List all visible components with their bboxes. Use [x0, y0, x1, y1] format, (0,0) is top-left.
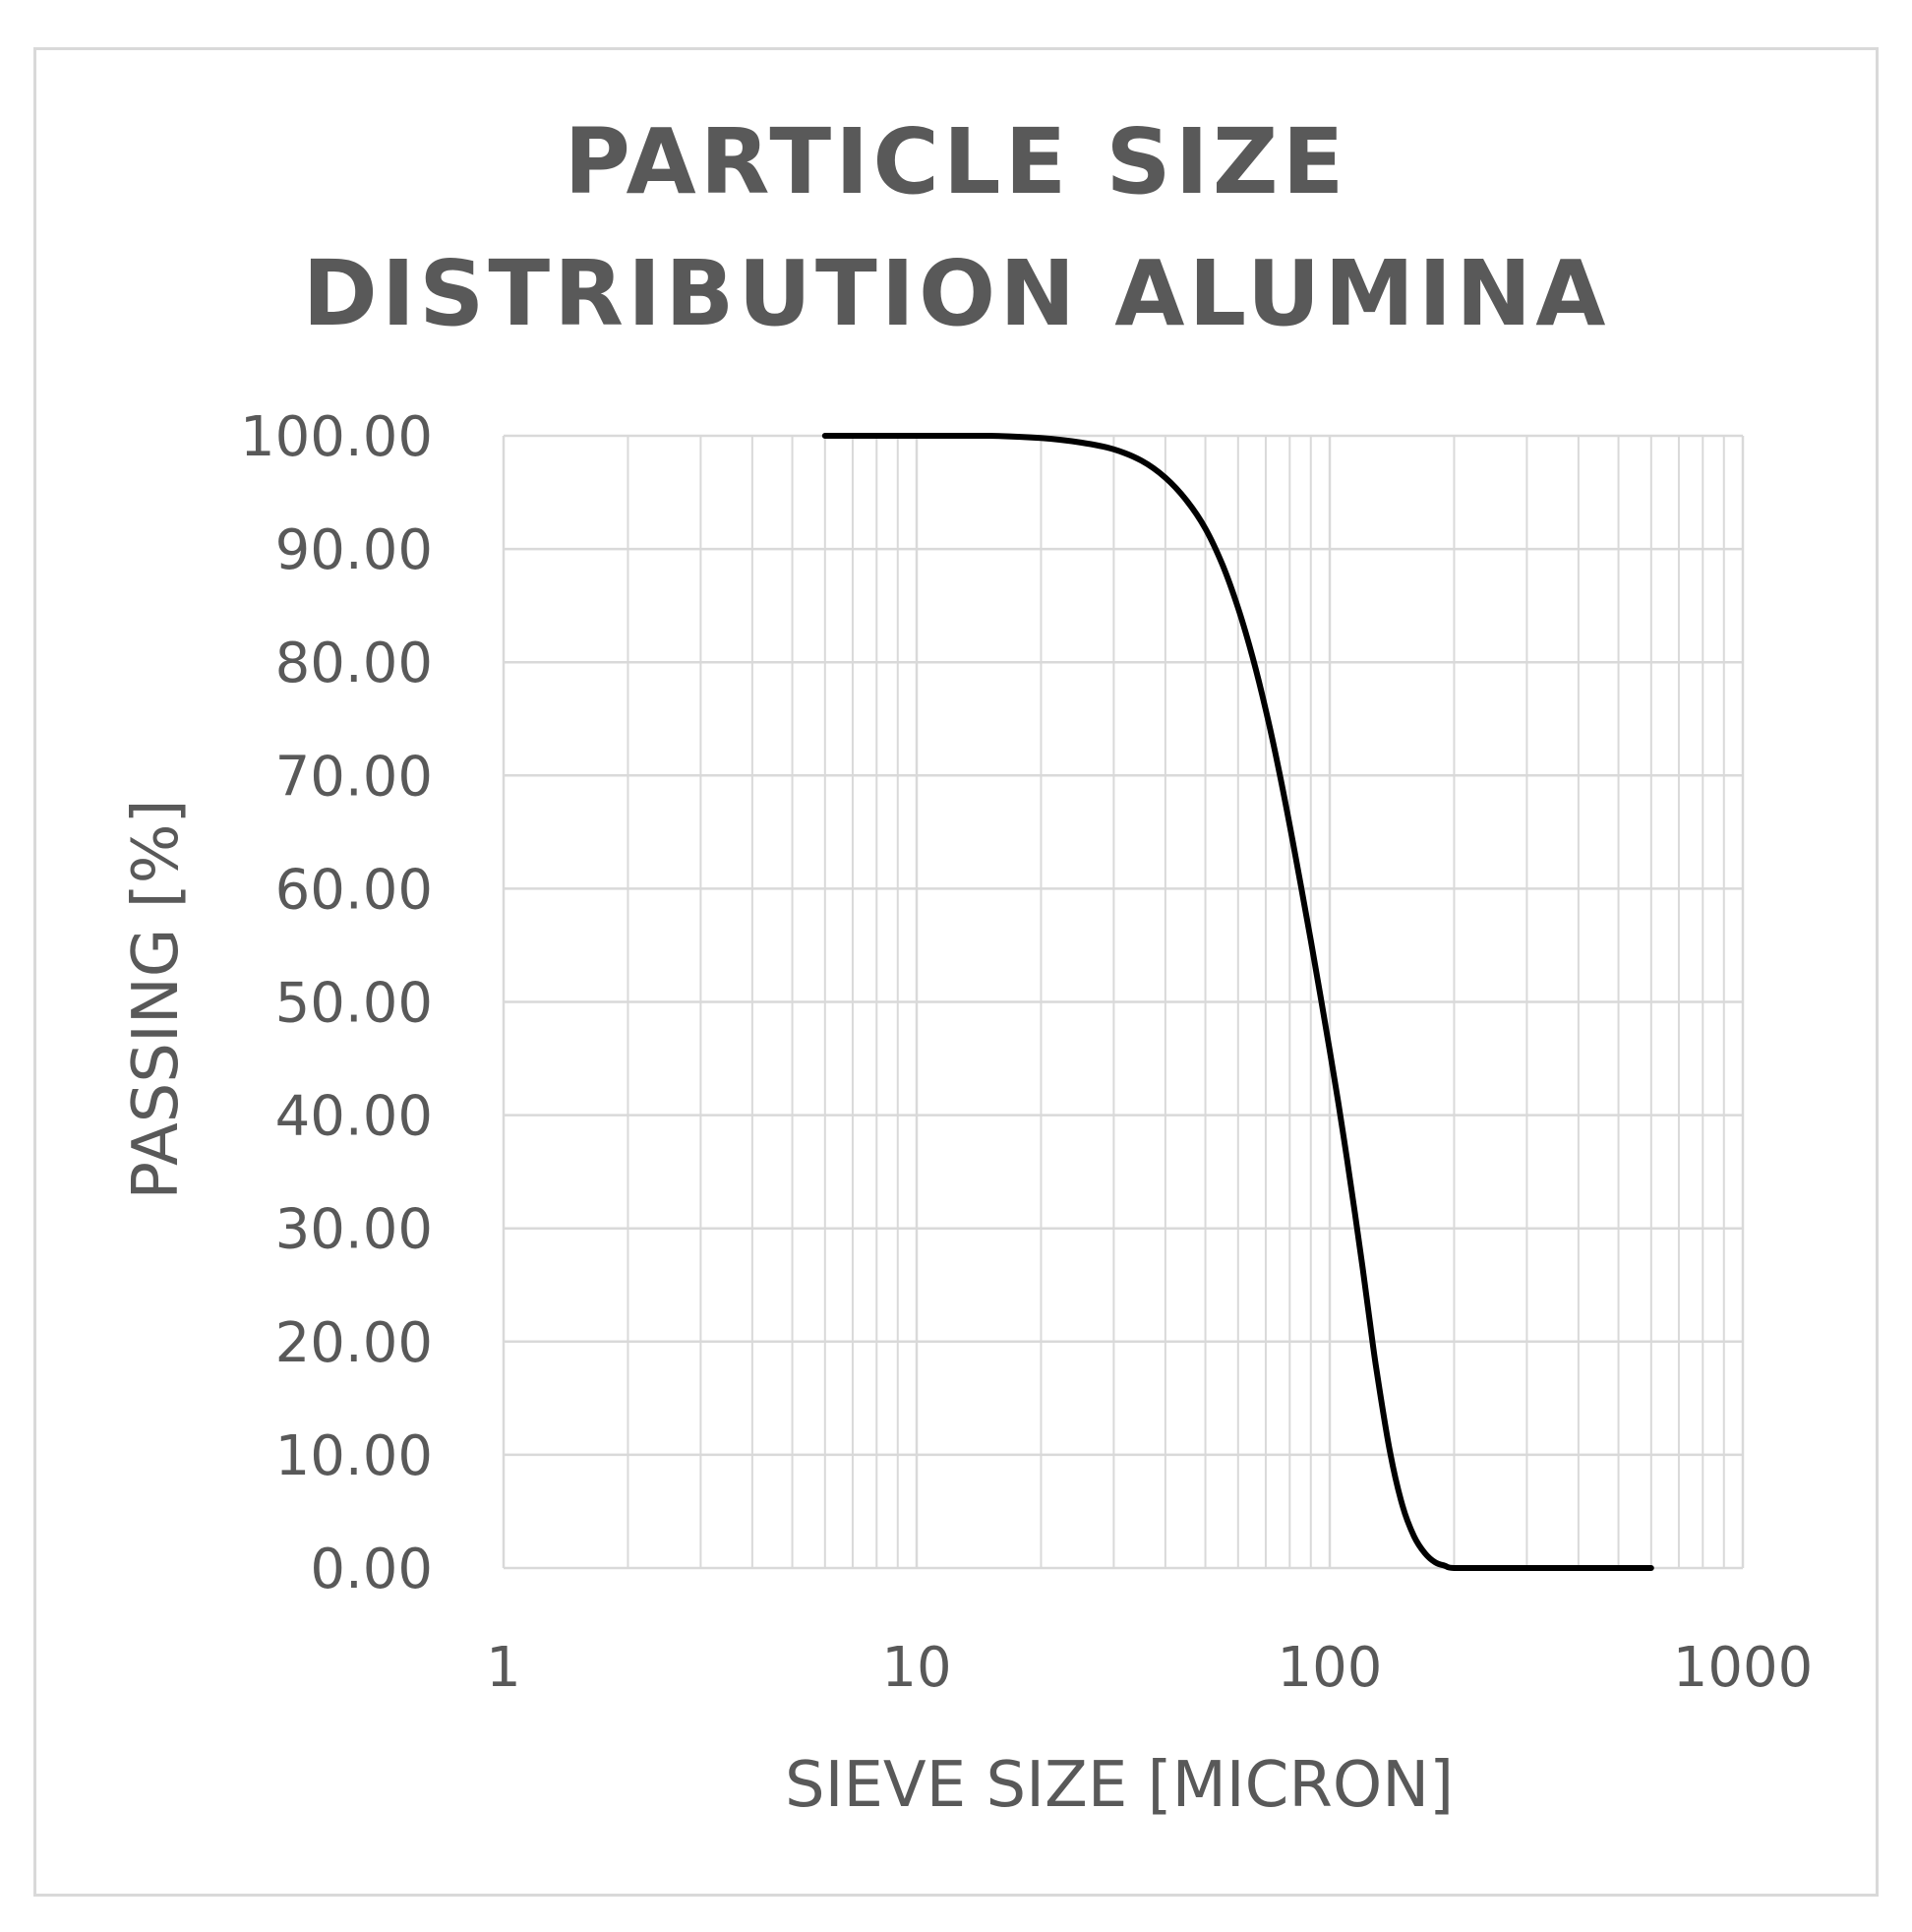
y-tick-label: 10.00 [275, 1424, 433, 1488]
x-tick-label: 10 [881, 1636, 951, 1700]
series-line-passing [821, 432, 1654, 1572]
y-tick-label: 80.00 [275, 632, 433, 695]
x-tick-label: 1000 [1673, 1636, 1814, 1700]
y-tick-label: 100.00 [240, 405, 433, 469]
x-tick-label: 1 [486, 1636, 521, 1700]
y-tick-label: 40.00 [275, 1085, 433, 1149]
y-axis-ticks: 0.00 10.00 20.00 30.00 40.00 50.00 60.00 70.00 8… [240, 405, 433, 1601]
x-axis-title: SIEVE SIZE [MICRON] [785, 1749, 1454, 1822]
chart-title-line-2: DISTRIBUTION ALUMINA [303, 241, 1610, 346]
y-tick-label: 90.00 [275, 518, 433, 582]
y-tick-label: 60.00 [275, 858, 433, 922]
chart-title-line-1: PARTICLE SIZE [565, 109, 1348, 214]
y-tick-label: 70.00 [275, 745, 433, 809]
chart-frame [33, 47, 1879, 1897]
y-tick-label: 50.00 [275, 972, 433, 1036]
y-tick-label: 20.00 [275, 1311, 433, 1375]
x-tick-label: 100 [1278, 1636, 1383, 1700]
major-gridlines [502, 434, 1745, 1570]
x-axis-ticks: 1 10 100 1000 [486, 1636, 1813, 1700]
chart-title: PARTICLE SIZE DISTRIBUTION ALUMINA [303, 109, 1610, 346]
y-tick-label: 30.00 [275, 1198, 433, 1262]
y-tick-label: 0.00 [310, 1538, 433, 1601]
y-axis-title: PASSING [%] [120, 800, 193, 1200]
